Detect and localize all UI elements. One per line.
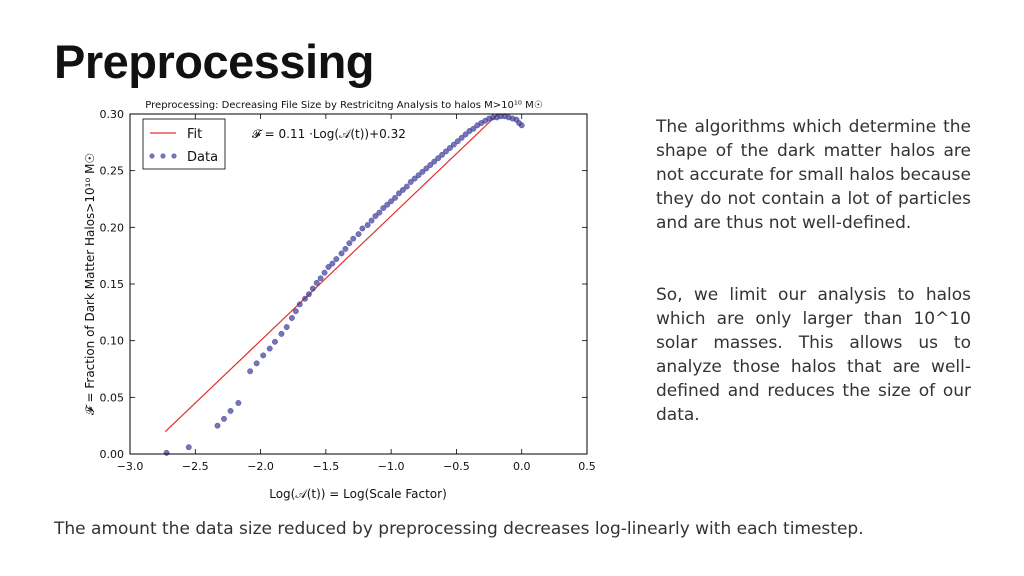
x-tick-label: −2.0 xyxy=(247,460,274,473)
data-point xyxy=(272,338,278,345)
data-point xyxy=(411,175,418,182)
data-point xyxy=(470,125,477,132)
data-point xyxy=(423,165,430,172)
fit-equation-annotation: 𝓕 = 0.11 ·Log(𝒜(t))+0.32 xyxy=(252,127,406,141)
y-tick-label: 0.25 xyxy=(100,165,125,178)
data-point xyxy=(325,264,332,270)
data-point xyxy=(214,422,221,429)
legend-data-marker xyxy=(160,153,166,159)
legend-box xyxy=(142,118,226,170)
data-point xyxy=(392,194,398,201)
data-point xyxy=(317,275,324,282)
chart-title: Preprocessing: Decreasing File Size by R… xyxy=(145,100,542,111)
data-point xyxy=(439,151,445,158)
data-point xyxy=(163,449,170,456)
data-point xyxy=(415,172,422,179)
scatter-chart: Preprocessing: Decreasing File Size by R… xyxy=(83,100,596,501)
y-tick-label: 0.30 xyxy=(100,108,125,121)
y-tick-label: 0.10 xyxy=(100,335,125,348)
data-point xyxy=(462,131,469,138)
x-tick-label: −2.5 xyxy=(182,460,209,473)
data-point xyxy=(342,245,349,252)
fit-line xyxy=(164,113,499,433)
x-tick-label: −0.5 xyxy=(443,460,470,473)
data-point xyxy=(313,279,320,286)
data-point xyxy=(435,155,442,162)
data-point xyxy=(384,201,391,208)
data-point xyxy=(446,145,453,151)
data-point xyxy=(364,222,371,228)
legend-data-label: Data xyxy=(187,150,218,165)
data-point xyxy=(359,225,366,232)
data-point xyxy=(253,360,260,367)
data-point xyxy=(278,330,285,337)
data-point xyxy=(407,179,414,185)
data-point xyxy=(518,122,525,129)
data-point xyxy=(296,301,303,308)
y-tick-label: 0.20 xyxy=(100,221,125,234)
data-point xyxy=(458,134,465,141)
data-point xyxy=(396,190,402,197)
x-tick-label: −1.5 xyxy=(312,460,339,473)
x-tick-label: 0.5 xyxy=(578,460,596,473)
data-point xyxy=(247,368,254,375)
data-point xyxy=(368,217,375,224)
data-point xyxy=(350,235,357,242)
data-point xyxy=(235,400,242,406)
data-point xyxy=(431,158,438,165)
legend-data-marker xyxy=(171,153,177,159)
data-point xyxy=(427,162,434,168)
data-point xyxy=(443,148,449,155)
data-point xyxy=(346,240,353,247)
data-point xyxy=(333,256,340,262)
data-point xyxy=(185,444,192,451)
data-point xyxy=(227,408,234,414)
data-point xyxy=(309,285,316,292)
data-point xyxy=(372,213,379,219)
slide-title: Preprocessing xyxy=(54,35,375,88)
data-point xyxy=(419,168,426,175)
x-axis-label: Log(𝒜(t)) = Log(Scale Factor) xyxy=(269,487,447,501)
x-tick-label: −3.0 xyxy=(117,460,144,473)
legend: Fit Data xyxy=(142,118,226,170)
data-point xyxy=(266,345,273,352)
data-point xyxy=(302,295,308,302)
slide-caption: The amount the data size reduced by prep… xyxy=(54,519,864,539)
data-point xyxy=(305,291,312,298)
legend-fit-label: Fit xyxy=(187,127,202,142)
data-point xyxy=(399,187,406,193)
y-tick-label: 0.15 xyxy=(100,278,125,291)
y-axis-label: 𝓕 = Fraction of Dark Matter Halos>10¹⁰ M… xyxy=(83,153,97,415)
description-paragraph-1: The algorithms which determine the shape… xyxy=(656,117,971,233)
data-point xyxy=(321,269,328,276)
data-point xyxy=(376,209,383,216)
data-point xyxy=(355,231,362,238)
y-tick-label: 0.00 xyxy=(100,448,125,461)
data-point xyxy=(289,315,295,321)
legend-data-marker xyxy=(149,153,155,159)
data-point xyxy=(292,308,299,315)
data-point xyxy=(403,183,410,190)
data-point xyxy=(450,141,457,148)
x-tick-label: −1.0 xyxy=(378,460,405,473)
y-tick-label: 0.05 xyxy=(100,391,125,404)
x-tick-label: 0.0 xyxy=(513,460,531,473)
data-point xyxy=(388,198,395,205)
data-point xyxy=(260,352,267,359)
data-point xyxy=(329,260,336,267)
data-point xyxy=(454,138,461,145)
data-point xyxy=(221,415,227,422)
data-point xyxy=(283,324,290,330)
description-paragraph-2: So, we limit our analysis to halos which… xyxy=(656,285,971,425)
data-point xyxy=(338,250,345,257)
data-point xyxy=(380,205,387,211)
